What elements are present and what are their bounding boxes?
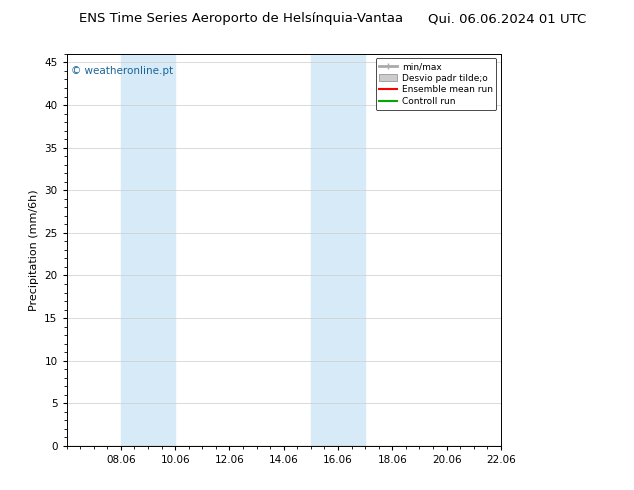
Text: ENS Time Series Aeroporto de Helsínquia-Vantaa: ENS Time Series Aeroporto de Helsínquia-…	[79, 12, 403, 25]
Legend: min/max, Desvio padr tilde;o, Ensemble mean run, Controll run: min/max, Desvio padr tilde;o, Ensemble m…	[375, 58, 496, 110]
Bar	[121, 54, 175, 446]
Bar	[311, 54, 365, 446]
Text: Qui. 06.06.2024 01 UTC: Qui. 06.06.2024 01 UTC	[428, 12, 586, 25]
Y-axis label: Precipitation (mm/6h): Precipitation (mm/6h)	[29, 189, 39, 311]
Text: © weatheronline.pt: © weatheronline.pt	[71, 66, 173, 75]
